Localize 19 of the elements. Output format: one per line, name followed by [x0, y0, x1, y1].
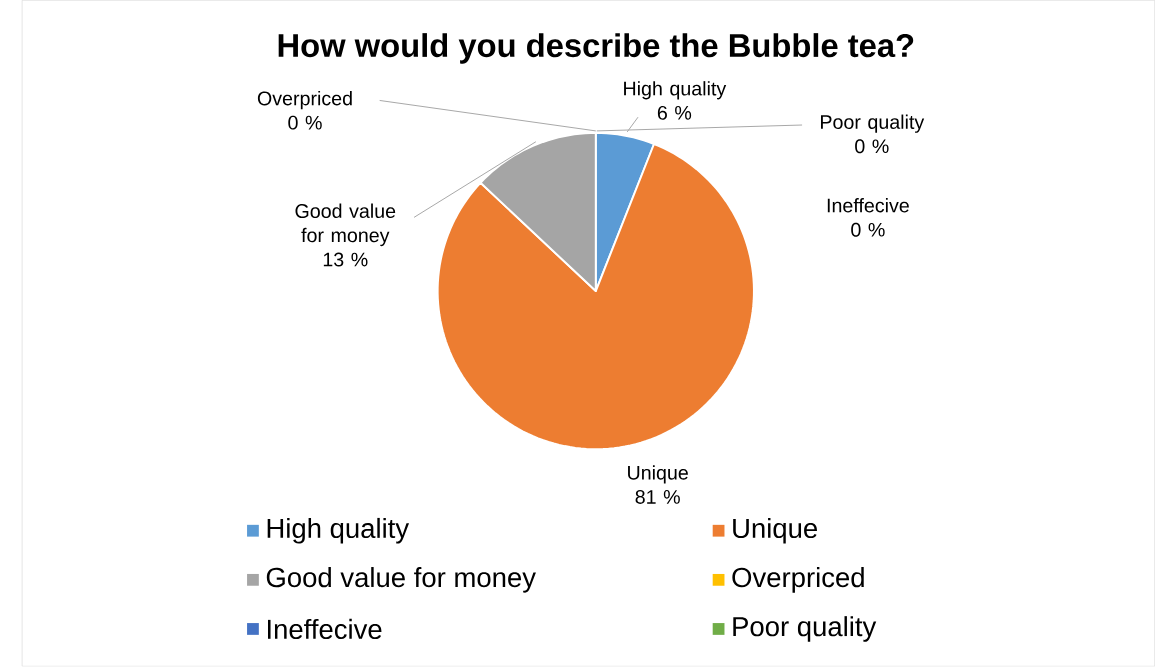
- category-label: Poor quality: [821, 114, 925, 134]
- category-label: Ineffecive: [827, 198, 909, 213]
- legend-label: Ineffecive: [267, 619, 382, 640]
- chart-title: How would you describe the Bubble tea?: [278, 33, 914, 64]
- legend-label: Unique: [733, 518, 817, 544]
- slice-label: High quality: [624, 81, 727, 100]
- legend-label: Good value for money: [266, 567, 536, 593]
- text: 0 %: [851, 223, 885, 237]
- legend-label: High quality: [267, 518, 410, 544]
- legend-label: Poor quality: [733, 616, 877, 642]
- data-label: 13 %: [323, 252, 368, 267]
- data-label: 6 %: [657, 106, 692, 120]
- text: 0 %: [288, 115, 322, 130]
- category-label: Overpriced: [257, 91, 352, 110]
- text: 0 %: [855, 139, 889, 154]
- legend-label: Overpriced: [732, 567, 864, 593]
- slice-label: Good value for money: [295, 203, 396, 247]
- slice-label: Unique: [628, 465, 688, 484]
- data-label: 81 %: [635, 490, 680, 505]
